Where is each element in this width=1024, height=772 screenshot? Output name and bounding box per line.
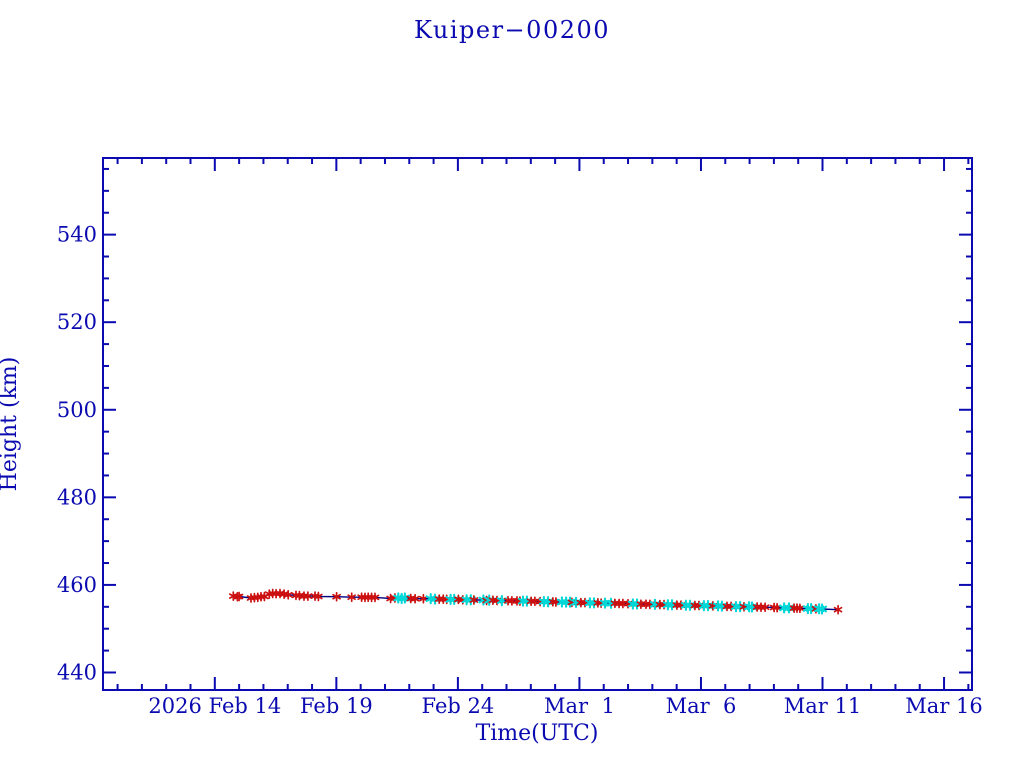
x-tick-label: Mar 11 [784, 694, 861, 718]
asterisk-arm [632, 600, 643, 608]
y-tick-label: 500 [57, 398, 97, 422]
asterisk-arm [419, 595, 428, 602]
x-tick-label: Mar 6 [666, 694, 737, 718]
x-tick-label: Mar 16 [905, 694, 982, 718]
asterisk-arm [283, 591, 293, 598]
marker-asterisk-red [795, 603, 805, 614]
axis-tick-labels: 2026 Feb 14 Feb 19 Feb 24 Mar 1 Mar 6 Mar 11 M… [57, 223, 983, 718]
y-tick-label: 440 [57, 660, 97, 684]
marker-asterisk-red [347, 592, 356, 603]
asterisk-arm [310, 593, 320, 599]
asterisk-arm [303, 593, 313, 599]
asterisk-arm [347, 594, 356, 601]
marker-asterisk-red [332, 591, 341, 602]
marker-asterisk-red [314, 591, 323, 602]
asterisk-arm [314, 593, 323, 600]
marker-asterisk-red [303, 591, 313, 601]
x-tick-label: Feb 19 [300, 694, 373, 718]
asterisk-arm [332, 593, 341, 600]
marker-asterisk-red [760, 602, 770, 613]
marker-asterisk-red [772, 602, 782, 613]
marker-asterisk-red [370, 592, 380, 603]
chart-title: Kuiper−00200 [414, 16, 610, 44]
asterisk-arm [833, 606, 843, 613]
asterisk-arm [370, 594, 380, 601]
marker-asterisk-cyan [816, 603, 828, 615]
asterisk-arm [795, 605, 805, 612]
asterisk-arm [816, 605, 828, 613]
marker-asterisk-red [469, 595, 479, 605]
asterisk-arm [410, 595, 420, 602]
axis-ticks [103, 158, 972, 690]
y-tick-label: 480 [57, 485, 97, 509]
x-tick-label: Mar 1 [544, 694, 615, 718]
asterisk-arm [438, 596, 448, 602]
y-tick-label: 460 [57, 573, 97, 597]
marker-asterisk-red [833, 604, 843, 615]
asterisk-arm [735, 603, 746, 610]
plot-border [102, 157, 973, 691]
asterisk-arm [234, 593, 244, 600]
y-tick-label: 520 [57, 310, 97, 334]
y-tick-label: 540 [57, 223, 97, 247]
marker-asterisk-red [234, 591, 244, 602]
x-tick-label: Feb 24 [422, 694, 495, 718]
marker-asterisk-red [283, 589, 293, 600]
x-axis-label: Time(UTC) [476, 721, 599, 746]
y-axis-label: Height (km) [0, 357, 22, 492]
x-tick-label: 2026 Feb 14 [148, 694, 281, 718]
asterisk-arm [772, 604, 782, 611]
asterisk-arm [593, 600, 603, 606]
marker-asterisk-red [410, 593, 420, 604]
data-markers [228, 588, 843, 615]
asterisk-arm [469, 597, 479, 603]
asterisk-arm [760, 604, 770, 611]
marker-asterisk-red [419, 593, 428, 604]
